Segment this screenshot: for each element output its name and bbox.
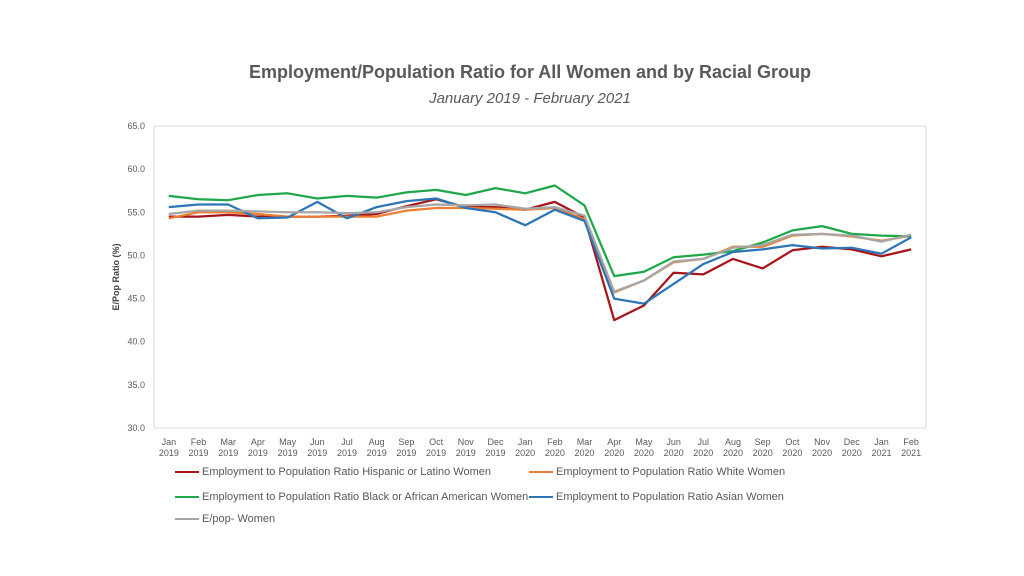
legend-swatch-all-women [175, 518, 199, 520]
x-axis: Jan2019Feb2019Mar2019Apr2019May2019Jun20… [159, 437, 921, 458]
x-tick-label: 2019 [485, 448, 505, 458]
y-tick-label: 40.0 [127, 337, 145, 347]
x-tick-label: Oct [785, 437, 800, 447]
x-tick-label: 2021 [901, 448, 921, 458]
x-tick-label: 2020 [515, 448, 535, 458]
x-tick-label: May [635, 437, 653, 447]
x-tick-label: 2019 [456, 448, 476, 458]
x-tick-label: Nov [458, 437, 475, 447]
chart-subtitle: January 2019 - February 2021 [429, 90, 631, 107]
y-tick-label: 30.0 [127, 423, 145, 433]
x-tick-label: Aug [369, 437, 385, 447]
x-tick-label: 2020 [604, 448, 624, 458]
legend-item-black: Employment to Population Ratio Black or … [175, 491, 528, 503]
x-tick-label: Jun [310, 437, 325, 447]
x-tick-label: Jan [518, 437, 533, 447]
y-axis-title: E/Pop Ratio (%) [111, 243, 121, 310]
series-line-all-women [168, 203, 912, 293]
x-tick-label: Feb [547, 437, 563, 447]
x-tick-label: 2020 [782, 448, 802, 458]
x-tick-label: 2020 [812, 448, 832, 458]
legend-label: E/pop- Women [202, 513, 276, 525]
legend-item-hispanic-latino: Employment to Population Ratio Hispanic … [175, 466, 491, 478]
x-tick-label: 2019 [159, 448, 179, 458]
x-tick-label: 2019 [307, 448, 327, 458]
series-line-black [168, 184, 912, 278]
legend-label: Employment to Population Ratio Asian Wom… [556, 491, 784, 503]
legend-swatch-hispanic-latino [175, 471, 199, 473]
series-lines [168, 184, 912, 322]
x-tick-label: 2020 [634, 448, 654, 458]
x-tick-label: Mar [577, 437, 593, 447]
x-tick-label: Dec [844, 437, 861, 447]
y-tick-label: 60.0 [127, 164, 145, 174]
x-tick-label: 2021 [871, 448, 891, 458]
x-tick-label: 2019 [396, 448, 416, 458]
x-tick-label: 2019 [337, 448, 357, 458]
x-tick-label: Oct [429, 437, 444, 447]
y-tick-label: 65.0 [127, 121, 145, 131]
x-tick-label: Jul [341, 437, 353, 447]
x-tick-label: 2019 [248, 448, 268, 458]
legend-label: Employment to Population Ratio Black or … [202, 491, 529, 503]
legend-item-all-women: E/pop- Women [175, 513, 275, 525]
chart-title: Employment/Population Ratio for All Wome… [248, 62, 812, 82]
x-tick-label: Aug [725, 437, 741, 447]
y-tick-label: 35.0 [127, 380, 145, 390]
x-tick-label: 2020 [664, 448, 684, 458]
x-tick-label: Dec [487, 437, 504, 447]
x-tick-label: 2019 [189, 448, 209, 458]
x-tick-label: May [279, 437, 297, 447]
x-tick-label: 2020 [545, 448, 565, 458]
series-line-asian [168, 197, 912, 305]
x-tick-label: Jan [874, 437, 889, 447]
y-tick-label: 50.0 [127, 250, 145, 260]
legend-swatch-white [529, 471, 553, 473]
legend-label: Employment to Population Ratio White Wom… [556, 466, 786, 478]
x-tick-label: 2019 [426, 448, 446, 458]
x-tick-label: 2020 [693, 448, 713, 458]
x-tick-label: 2020 [753, 448, 773, 458]
x-tick-label: 2019 [367, 448, 387, 458]
plot-area [153, 125, 927, 429]
x-tick-label: 2019 [218, 448, 238, 458]
x-tick-label: Sep [398, 437, 414, 447]
y-tick-label: 55.0 [127, 207, 145, 217]
x-tick-label: 2020 [723, 448, 743, 458]
x-tick-label: Feb [903, 437, 919, 447]
x-tick-label: Sep [755, 437, 771, 447]
x-tick-label: 2020 [575, 448, 595, 458]
x-tick-label: Feb [191, 437, 207, 447]
x-tick-label: Jan [162, 437, 177, 447]
x-tick-label: Apr [251, 437, 265, 447]
x-tick-label: Apr [607, 437, 621, 447]
x-tick-label: 2020 [842, 448, 862, 458]
x-tick-label: Mar [220, 437, 236, 447]
x-tick-label: Jul [698, 437, 710, 447]
x-tick-label: Jun [666, 437, 681, 447]
legend-label: Employment to Population Ratio Hispanic … [202, 466, 492, 478]
y-tick-label: 45.0 [127, 294, 145, 304]
legend-item-asian: Employment to Population Ratio Asian Wom… [529, 491, 784, 503]
y-axis: 30.0 35.0 40.0 45.0 50.0 55.0 60.0 65.0 [127, 121, 145, 433]
legend-swatch-black [175, 496, 199, 498]
x-tick-label: 2019 [278, 448, 298, 458]
x-tick-label: Nov [814, 437, 831, 447]
legend-item-white: Employment to Population Ratio White Wom… [529, 466, 785, 478]
legend-swatch-asian [529, 496, 553, 498]
